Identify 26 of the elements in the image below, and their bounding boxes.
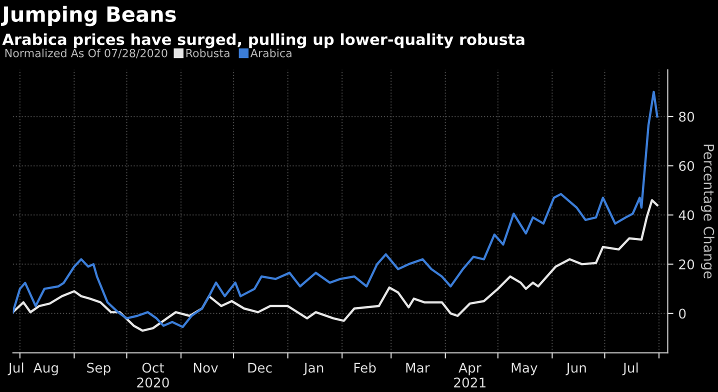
legend-label: Robusta [186,48,230,58]
x-tick-label: Jan [303,362,324,376]
x-tick-label: Nov [194,362,218,373]
x-tick-label: Apr 2021 [454,362,486,388]
x-tick-label: Sep [87,362,110,376]
x-tick-label: Aug [33,362,58,376]
x-tick-label: May [512,362,538,376]
x-tick-label: Jul [8,362,24,376]
y-tick-label: 20 [679,259,694,270]
legend-title: Normalized As Of 07/28/2020 [5,48,168,58]
legend-label: Arabica [250,48,292,58]
y-tick-label: 0 [679,308,686,319]
y-tick-label: 40 [678,210,694,220]
y-tick-label: 80 [679,112,694,122]
x-tick-label: Dec [248,362,272,373]
line-series [12,199,658,332]
chart-subtitle: Arabica prices have surged, pulling up lower-quality robusta [2,33,524,48]
x-tick-label: Feb [354,362,376,373]
line-series [12,90,658,328]
x-tick-label: Jun [566,362,586,376]
x-tick-label: Jul [622,362,638,376]
x-tick-label: Oct 2020 [137,362,169,388]
x-tick-label: Mar [406,362,430,373]
chart-title: Jumping Beans [0,6,176,26]
y-tick-label: 60 [679,160,694,171]
y-axis-title: Percentage Change [700,144,714,278]
